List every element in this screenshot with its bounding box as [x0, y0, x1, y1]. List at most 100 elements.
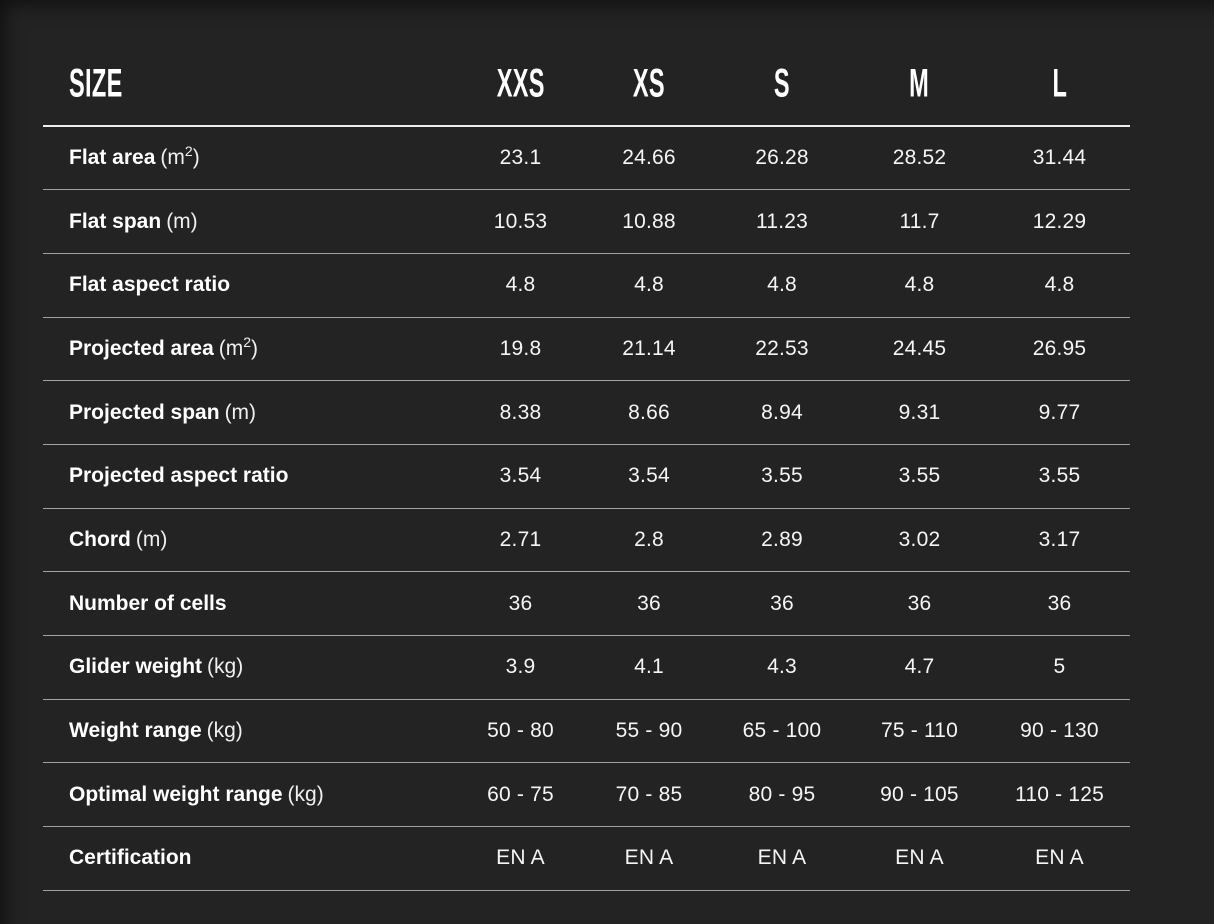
cell-value: 9.31	[850, 380, 989, 445]
table-row-projected-span: Projected span (m) 8.38 8.66 8.94 9.31 9.…	[43, 380, 1130, 445]
cell-value: 10.53	[457, 189, 584, 254]
cell-value: 8.94	[714, 380, 850, 445]
row-label: Flat span	[69, 209, 162, 233]
row-label-cell: Number of cells	[43, 571, 457, 636]
cell-value: 24.45	[850, 317, 989, 382]
size-header-cell: SIZE	[43, 43, 457, 127]
table-row-weight-range: Weight range (kg) 50 - 80 55 - 90 65 - 10…	[43, 699, 1130, 764]
cell-value: 8.66	[584, 380, 714, 445]
glider-spec-table: SIZE XXS XS S M L Flat area (m2) 23.1 24.…	[43, 43, 1130, 891]
cell-value: 70 - 85	[584, 762, 714, 828]
row-unit: (kg)	[288, 783, 324, 806]
table-row-chord: Chord (m) 2.71 2.8 2.89 3.02 3.17	[43, 508, 1130, 573]
column-header-label: XS	[632, 62, 666, 106]
row-label-cell: Glider weight (kg)	[43, 635, 457, 700]
cell-value: 3.02	[850, 508, 989, 573]
cell-value: 4.8	[714, 253, 850, 318]
cell-value: 8.38	[457, 380, 584, 445]
table-row-flat-aspect-ratio: Flat aspect ratio 4.8 4.8 4.8 4.8 4.8	[43, 253, 1130, 318]
cell-value: 3.9	[457, 635, 584, 700]
cell-value: 3.17	[989, 508, 1130, 573]
row-label-cell: Projected span (m)	[43, 380, 457, 445]
cell-value: 11.7	[850, 189, 989, 254]
cell-value: 4.1	[584, 635, 714, 700]
cell-value: 22.53	[714, 317, 850, 382]
cell-value: 11.23	[714, 189, 850, 254]
row-unit: (kg)	[207, 655, 243, 678]
cell-value: 60 - 75	[457, 762, 584, 828]
unit-post: )	[251, 336, 259, 360]
cell-value: 4.8	[584, 253, 714, 318]
cell-value: 80 - 95	[714, 762, 850, 828]
cell-value: 36	[714, 571, 850, 636]
row-label: Optimal weight range	[69, 782, 283, 806]
cell-value: 36	[584, 571, 714, 636]
cell-value: 26.28	[714, 126, 850, 191]
row-label-cell: Optimal weight range (kg)	[43, 762, 457, 828]
cell-value: 9.77	[989, 380, 1130, 445]
cell-value: 3.55	[714, 444, 850, 509]
cell-value: 28.52	[850, 126, 989, 191]
cell-value: 31.44	[989, 126, 1130, 191]
row-label-cell: Flat area (m2)	[43, 126, 457, 191]
cell-value: 36	[850, 571, 989, 636]
table-row-projected-aspect-ratio: Projected aspect ratio 3.54 3.54 3.55 3.…	[43, 444, 1130, 509]
unit-post: )	[192, 146, 200, 170]
unit-pre: (m)	[224, 400, 257, 424]
column-header-label: M	[909, 62, 930, 106]
spec-table-body: Flat area (m2) 23.1 24.66 26.28 28.52 31.…	[43, 126, 1130, 891]
cell-value: 10.88	[584, 189, 714, 254]
size-header-label: SIZE	[69, 62, 123, 106]
spec-table-header: SIZE XXS XS S M L	[43, 43, 1130, 127]
cell-value: 5	[989, 635, 1130, 700]
unit-sup: 2	[184, 143, 193, 160]
row-label: Flat aspect ratio	[69, 273, 231, 297]
cell-value: 4.8	[850, 253, 989, 318]
cell-value: 4.7	[850, 635, 989, 700]
row-label: Projected span	[69, 400, 220, 424]
cell-value: 4.3	[714, 635, 850, 700]
unit-pre: (m	[218, 336, 244, 360]
cell-value: 12.29	[989, 189, 1130, 254]
row-unit: (m2)	[160, 143, 200, 170]
row-unit: (m)	[136, 528, 167, 551]
cell-value: 3.54	[457, 444, 584, 509]
column-header-label: S	[773, 62, 791, 106]
row-label: Flat area	[69, 146, 156, 170]
row-label: Chord	[69, 527, 131, 551]
column-header-label: XXS	[496, 62, 545, 106]
row-unit: (m2)	[218, 335, 259, 360]
row-unit: (m)	[225, 401, 256, 424]
row-label-cell: Weight range (kg)	[43, 699, 457, 764]
cell-value: 23.1	[457, 126, 584, 191]
unit-pre: (kg)	[207, 655, 244, 679]
unit-pre: (m)	[166, 209, 198, 233]
unit-pre: (kg)	[206, 719, 243, 743]
cell-value: 19.8	[457, 317, 584, 382]
unit-pre: (m)	[135, 527, 168, 551]
row-label: Certification	[69, 846, 192, 870]
row-label: Weight range	[69, 719, 202, 743]
cell-value: 90 - 105	[850, 762, 989, 828]
header-row: SIZE XXS XS S M L	[43, 43, 1130, 127]
unit-pre: (kg)	[287, 782, 324, 806]
table-row-projected-area: Projected area (m2) 19.8 21.14 22.53 24.4…	[43, 317, 1130, 382]
cell-value: EN A	[989, 826, 1130, 891]
unit-pre: (m	[160, 146, 185, 170]
cell-value: 3.55	[989, 444, 1130, 509]
cell-value: 55 - 90	[584, 699, 714, 764]
column-header-l: L	[989, 43, 1130, 127]
row-unit: (kg)	[207, 719, 243, 742]
table-row-flat-area: Flat area (m2) 23.1 24.66 26.28 28.52 31.…	[43, 126, 1130, 191]
cell-value: 24.66	[584, 126, 714, 191]
row-label: Glider weight	[69, 655, 203, 679]
cell-value: EN A	[457, 826, 584, 891]
row-unit: (m)	[166, 210, 197, 233]
cell-value: 21.14	[584, 317, 714, 382]
cell-value: 90 - 130	[989, 699, 1130, 764]
cell-value: 36	[457, 571, 584, 636]
row-label: Projected area	[69, 336, 214, 360]
row-label-cell: Chord (m)	[43, 508, 457, 573]
cell-value: EN A	[850, 826, 989, 891]
